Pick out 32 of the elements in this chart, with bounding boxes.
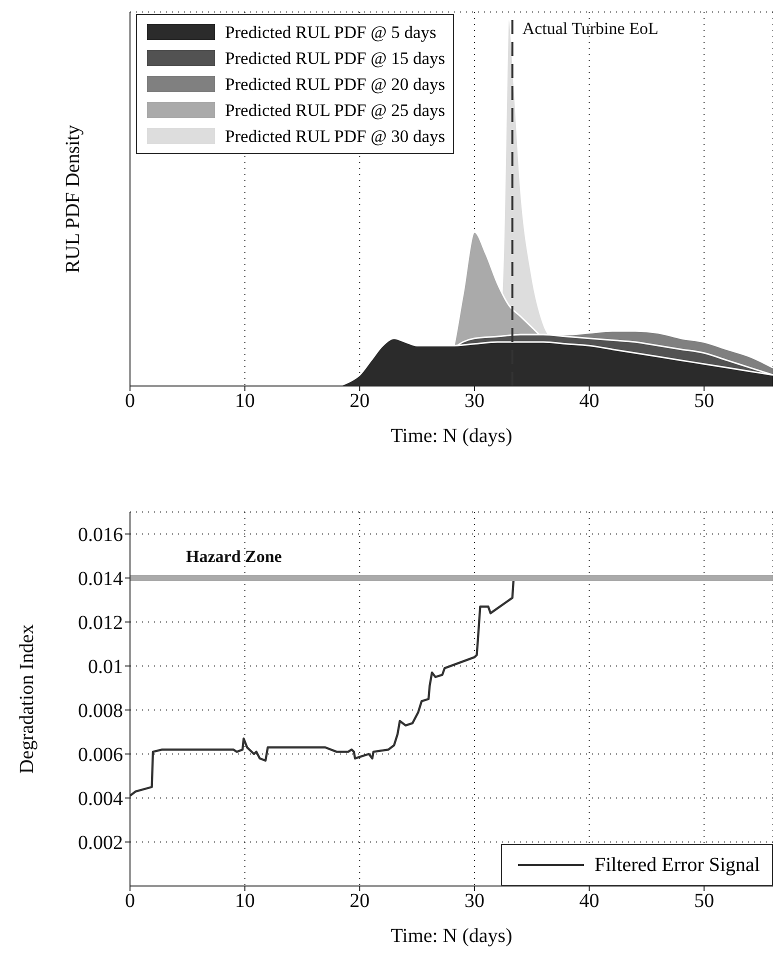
y-tick-label: 0.01 xyxy=(88,656,123,678)
x-tick-label: 30 xyxy=(464,890,484,912)
legend-label: Predicted RUL PDF @ 25 days xyxy=(225,100,446,120)
x-tick-label: 10 xyxy=(234,390,255,412)
x-tick-label: 0 xyxy=(125,390,135,412)
x-tick-label: 20 xyxy=(350,890,370,912)
legend-label: Predicted RUL PDF @ 15 days xyxy=(225,48,446,68)
y-tick-label: 0.004 xyxy=(78,788,123,810)
x-tick-label: 50 xyxy=(694,890,714,912)
x-axis-title: Time: N (days) xyxy=(390,425,512,447)
x-tick-label: 50 xyxy=(694,390,714,412)
legend-label: Predicted RUL PDF @ 5 days xyxy=(225,22,436,42)
y-tick-label: 0.016 xyxy=(78,524,123,546)
y-tick-label: 0.014 xyxy=(78,568,123,590)
legend-label: Predicted RUL PDF @ 30 days xyxy=(225,126,446,146)
legend-label: Predicted RUL PDF @ 20 days xyxy=(225,74,446,94)
legend-label: Filtered Error Signal xyxy=(594,854,760,876)
ref-line-label: Hazard Zone xyxy=(186,547,282,566)
x-tick-label: 20 xyxy=(350,390,370,412)
x-tick-label: 10 xyxy=(234,890,255,912)
y-axis-title: RUL PDF Density xyxy=(62,124,84,274)
x-tick-label: 0 xyxy=(125,890,135,912)
y-tick-label: 0.008 xyxy=(78,700,123,722)
y-axis-title: Degradation Index xyxy=(16,624,38,774)
x-tick-label: 30 xyxy=(464,390,484,412)
ref-line-label: Actual Turbine EoL xyxy=(522,19,658,38)
x-axis-title: Time: N (days) xyxy=(390,925,512,947)
y-tick-label: 0.002 xyxy=(78,832,123,854)
y-tick-label: 0.006 xyxy=(78,744,123,766)
y-tick-label: 0.012 xyxy=(78,612,123,634)
x-tick-label: 40 xyxy=(579,390,600,412)
x-tick-label: 40 xyxy=(579,890,600,912)
